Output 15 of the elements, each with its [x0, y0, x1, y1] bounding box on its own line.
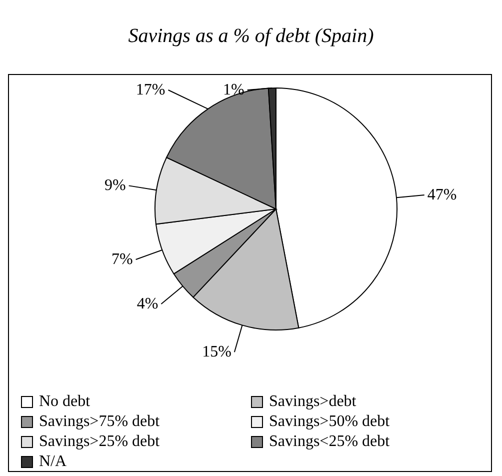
data-label: 47%	[427, 186, 457, 204]
data-label: 4%	[136, 295, 158, 312]
chart-title: Savings as a % of debt (Spain)	[127, 24, 375, 49]
data-label: 7%	[111, 250, 133, 268]
legend-label: Savings>75% debt	[39, 413, 160, 431]
legend-label: Savings>25% debt	[39, 433, 160, 451]
legend-label: Savings>50% debt	[269, 413, 390, 431]
legend-label: Savings>debt	[269, 393, 356, 411]
data-label: 9%	[104, 177, 126, 194]
data-label: 17%	[136, 82, 166, 98]
legend-label: Savings<25% debt	[269, 433, 390, 451]
data-label: 15%	[202, 344, 232, 361]
legend-label: N/A	[39, 453, 67, 471]
legend-label: No debt	[39, 393, 90, 411]
data-label: 1%	[222, 82, 244, 98]
